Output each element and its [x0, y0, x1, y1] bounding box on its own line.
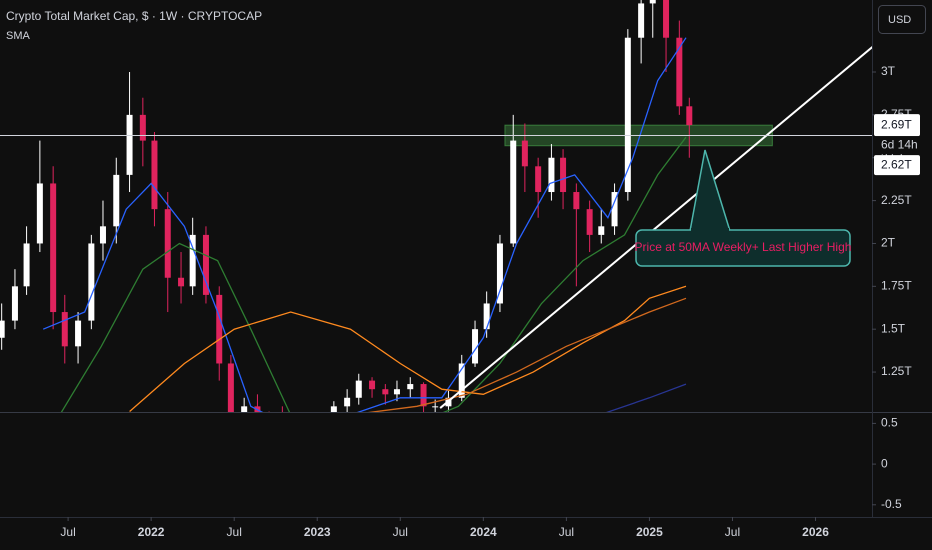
y-tick-label: 1.25T	[881, 364, 912, 378]
candle-body	[393, 389, 400, 395]
x-tick-label: 2025	[636, 525, 663, 539]
candle-body	[560, 157, 567, 193]
x-tick-label: Jul	[393, 525, 408, 539]
sma-line	[42, 37, 687, 412]
candle-body	[330, 406, 337, 412]
candle-body	[458, 363, 465, 398]
candle-body	[369, 380, 376, 390]
x-tick-label: 2024	[470, 525, 497, 539]
currency-button[interactable]	[878, 5, 926, 34]
overlay: 1.25T1.5T1.75T2T2.25T2.5T2.75T3T0.50-0.5…	[0, 64, 920, 539]
trendline	[439, 46, 872, 409]
sma-line	[367, 297, 687, 412]
x-tick-label: 2026	[802, 525, 829, 539]
candle-body	[663, 0, 670, 38]
candle-body	[535, 166, 542, 193]
x-tick-label: Jul	[227, 525, 242, 539]
candle-body	[178, 277, 185, 287]
candle-body	[382, 389, 389, 395]
sma-line	[129, 285, 687, 412]
candle-body	[676, 37, 683, 107]
candle-body	[573, 192, 580, 210]
candle-body	[624, 37, 631, 193]
candle-body	[61, 312, 68, 347]
candle-body	[151, 140, 158, 210]
candle-body	[139, 114, 146, 141]
candle-body	[216, 294, 223, 364]
callout-box	[635, 229, 851, 267]
candle-body	[432, 406, 439, 408]
last-price-box	[874, 114, 920, 137]
callout-mask	[691, 228, 729, 232]
sma-price-label: 2.62T	[881, 157, 912, 171]
candle-body	[355, 380, 362, 398]
candle-body	[227, 363, 234, 412]
lower-y-tick-label: -0.5	[881, 497, 902, 511]
x-tick-label: Jul	[559, 525, 574, 539]
candle-body	[686, 106, 693, 126]
candle-body	[126, 114, 133, 175]
y-tick-label: 2T	[881, 236, 896, 250]
candle-body	[638, 3, 645, 38]
candle-body	[548, 157, 555, 193]
candle-body	[483, 303, 490, 330]
candle-body	[510, 140, 517, 244]
indicator-name: SMA	[6, 30, 31, 42]
candle-body	[113, 174, 120, 227]
countdown: 6d 14h	[881, 137, 918, 151]
candle-body	[344, 397, 351, 407]
lower-y-tick-label: 0	[881, 456, 888, 470]
candle-body	[407, 384, 414, 390]
y-tick-label: 2.25T	[881, 193, 912, 207]
candle-body	[50, 183, 57, 313]
candle-body	[36, 183, 43, 244]
chart-title: Crypto Total Market Cap, $ · 1W · CRYPTO…	[6, 9, 262, 23]
candle-body	[586, 209, 593, 235]
candle-body	[164, 209, 171, 278]
candle-body	[75, 320, 82, 347]
x-tick-label: 2022	[138, 525, 165, 539]
candle-body	[0, 320, 5, 338]
candle-body	[611, 192, 618, 227]
candle-body	[99, 226, 106, 244]
candle-body	[241, 406, 248, 412]
sma-price-box	[874, 155, 920, 176]
candle-body	[23, 243, 30, 287]
candle-body	[472, 329, 479, 364]
annotation: Price at 50MA Weekly+ Last Higher High	[635, 240, 852, 254]
last-price-label: 2.69T	[881, 117, 912, 131]
y-tick-label: 1.5T	[881, 321, 906, 335]
y-tick-label: 1.75T	[881, 278, 912, 292]
candle-body	[521, 140, 528, 167]
candle-body	[189, 234, 196, 287]
candle-body	[11, 286, 18, 321]
candle-body	[496, 243, 503, 304]
candle-body	[649, 0, 656, 4]
x-tick-label: 2023	[304, 525, 331, 539]
x-tick-label: Jul	[60, 525, 75, 539]
lower-y-tick-label: 0.5	[881, 416, 898, 430]
y-tick-label: 3T	[881, 64, 896, 78]
candle-body	[598, 226, 605, 235]
candle-body	[420, 384, 427, 407]
sma-line	[606, 383, 687, 412]
sma-line	[60, 136, 687, 412]
countdown-box	[874, 136, 920, 155]
currency-label[interactable]: USD	[888, 14, 911, 26]
candle-body	[88, 243, 95, 321]
candle-body	[202, 234, 209, 295]
x-tick-label: Jul	[725, 525, 740, 539]
